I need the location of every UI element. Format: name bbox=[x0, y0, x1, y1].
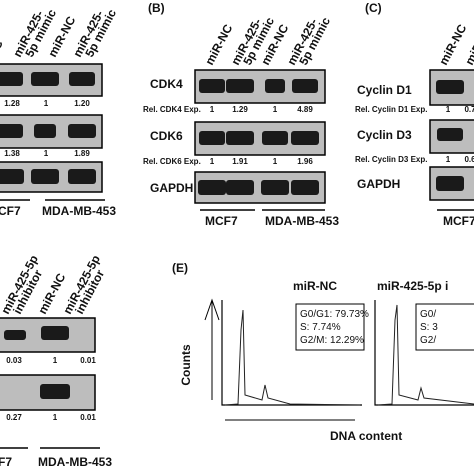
label: Rel. CDK6 Exp. bbox=[143, 157, 201, 166]
band bbox=[41, 326, 69, 340]
label: 1.20 bbox=[74, 99, 90, 108]
label: 1.96 bbox=[297, 157, 313, 166]
label: GAPDH bbox=[150, 181, 193, 195]
band bbox=[69, 72, 95, 86]
band bbox=[265, 79, 285, 93]
label: GAPDH bbox=[357, 177, 400, 191]
label: G2/ bbox=[420, 335, 436, 346]
label: 0.01 bbox=[80, 413, 96, 422]
label: (E) bbox=[172, 261, 188, 275]
axis bbox=[374, 300, 474, 406]
label: MDA-MB-453 bbox=[42, 204, 116, 218]
band bbox=[198, 180, 226, 195]
label: 1.38 bbox=[4, 149, 20, 158]
label: Counts bbox=[179, 344, 193, 386]
label: CDK4 bbox=[150, 77, 183, 91]
band bbox=[31, 72, 59, 86]
band bbox=[226, 131, 254, 145]
label: 1 bbox=[53, 356, 58, 365]
label: MDA-MB-453 bbox=[38, 455, 112, 469]
label: S: 7.74% bbox=[300, 322, 341, 333]
label: Rel. CDK4 Exp. bbox=[143, 105, 201, 114]
band bbox=[436, 80, 464, 94]
label: 1.28 bbox=[4, 99, 20, 108]
band bbox=[292, 79, 318, 93]
label: miR-NC bbox=[293, 279, 337, 293]
label: miR- bbox=[462, 37, 474, 67]
label: 0.7 bbox=[464, 105, 474, 114]
label: CDK6 bbox=[150, 129, 183, 143]
label: 1 bbox=[446, 155, 451, 164]
band bbox=[34, 124, 56, 138]
label: G0/G1: 79.73% bbox=[300, 309, 369, 320]
label: 1 bbox=[273, 157, 278, 166]
histogram bbox=[224, 309, 361, 406]
band bbox=[0, 124, 23, 138]
label: 1 bbox=[53, 413, 58, 422]
label: (C) bbox=[365, 1, 382, 15]
label: Cyclin D3 bbox=[357, 128, 412, 142]
label: G2/M: 12.29% bbox=[300, 335, 364, 346]
label: 1 bbox=[446, 105, 451, 114]
band bbox=[40, 384, 70, 399]
band bbox=[4, 330, 26, 340]
band bbox=[226, 180, 254, 195]
band bbox=[291, 131, 319, 145]
blot bbox=[0, 374, 96, 411]
label: 1 bbox=[44, 149, 49, 158]
label: CF7 bbox=[0, 204, 21, 218]
label: 0.27 bbox=[6, 413, 22, 422]
band bbox=[199, 79, 225, 93]
stats-box bbox=[295, 303, 365, 351]
band bbox=[0, 169, 24, 184]
stats-box bbox=[415, 303, 474, 351]
band bbox=[31, 169, 59, 184]
label: 1 bbox=[210, 157, 215, 166]
label: F7 bbox=[0, 455, 12, 469]
label: 1 bbox=[273, 105, 278, 114]
label: 1 bbox=[44, 99, 49, 108]
label: Cyclin D1 bbox=[357, 83, 412, 97]
label: 0.6 bbox=[464, 155, 474, 164]
label: MCF7 bbox=[443, 214, 474, 228]
label: Rel. Cyclin D1 Exp. bbox=[355, 105, 427, 114]
band bbox=[68, 169, 96, 184]
axis bbox=[221, 300, 362, 406]
label: 0.01 bbox=[80, 356, 96, 365]
label: 4.89 bbox=[297, 105, 313, 114]
band bbox=[199, 131, 225, 145]
band bbox=[68, 124, 96, 138]
label: (B) bbox=[148, 1, 165, 15]
label: 1.89 bbox=[74, 149, 90, 158]
band bbox=[261, 180, 289, 195]
band bbox=[436, 176, 464, 191]
label: miR-425-5p i bbox=[377, 279, 448, 293]
band bbox=[262, 131, 288, 145]
label: DNA content bbox=[330, 429, 402, 443]
label: MDA-MB-453 bbox=[265, 214, 339, 228]
band bbox=[0, 72, 23, 86]
band bbox=[226, 79, 254, 93]
label: S: 3 bbox=[420, 322, 438, 333]
band bbox=[437, 128, 463, 141]
panels bbox=[0, 63, 474, 421]
label: G0/ bbox=[420, 309, 436, 320]
label: 1.91 bbox=[232, 157, 248, 166]
label: 0.03 bbox=[6, 356, 22, 365]
histogram bbox=[377, 304, 474, 406]
label: Rel. Cyclin D3 Exp. bbox=[355, 155, 427, 164]
label: MCF7 bbox=[205, 214, 238, 228]
band bbox=[291, 180, 319, 195]
label: NC bbox=[0, 37, 6, 59]
label: 1 bbox=[210, 105, 215, 114]
label: 1.29 bbox=[232, 105, 248, 114]
